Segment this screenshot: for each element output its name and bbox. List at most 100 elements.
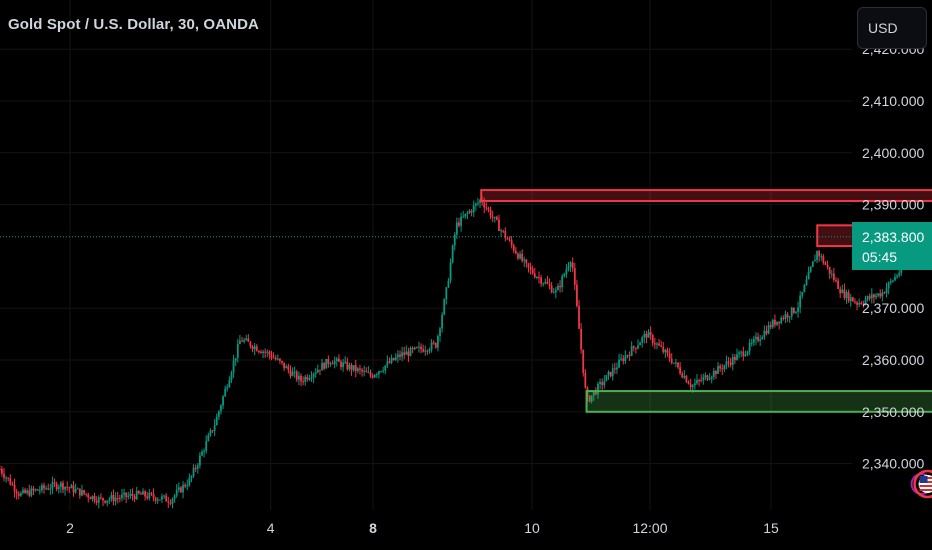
candle-body: [774, 319, 776, 325]
candle-body: [656, 343, 658, 345]
candle-body: [771, 319, 774, 328]
candle-body: [546, 281, 549, 284]
candle-body: [422, 349, 425, 352]
candle-body: [607, 371, 610, 376]
candle-body: [662, 346, 665, 353]
candle-body: [472, 205, 475, 213]
candle-body: [875, 295, 877, 298]
candle-body: [55, 483, 58, 490]
candle-body: [415, 347, 418, 349]
candle-body: [637, 345, 639, 349]
candle-body: [832, 273, 835, 280]
candle-body: [356, 368, 359, 372]
support-zone[interactable]: [585, 390, 932, 413]
candle-body: [807, 271, 810, 280]
candle-body: [576, 284, 578, 307]
candle-body: [858, 302, 861, 305]
candle-body: [632, 346, 635, 348]
candle-body: [274, 357, 277, 360]
candle-body: [241, 340, 243, 342]
candle-body: [582, 349, 585, 374]
candle-body: [601, 382, 604, 386]
candle-body: [234, 357, 237, 361]
candle-body: [561, 276, 564, 288]
candle-body: [224, 388, 227, 397]
price-tick-label: 2,410.000: [862, 93, 924, 109]
time-axis[interactable]: 2 4 8 10 12:00 15: [66, 520, 779, 536]
candle-body: [592, 391, 595, 396]
candle-body: [226, 387, 229, 389]
candle-body: [163, 495, 165, 497]
candle-body: [894, 276, 896, 281]
candle-body: [531, 268, 534, 274]
price-axis[interactable]: 2,420.0002,410.0002,400.0002,390.0002,37…: [862, 41, 924, 471]
candle-body: [666, 349, 669, 354]
candle-body: [573, 268, 576, 285]
candle-body: [66, 486, 69, 488]
candle-body: [64, 486, 66, 490]
candle-body: [578, 306, 580, 329]
candle-body: [110, 495, 113, 500]
candle-body: [805, 279, 808, 286]
candle-body: [7, 477, 10, 479]
candle-body: [420, 346, 422, 350]
price-tick-label: 2,370.000: [862, 300, 924, 316]
candle-body: [489, 209, 492, 217]
candle-body: [780, 317, 783, 324]
candle-body: [658, 343, 660, 346]
candle-body: [866, 296, 869, 300]
candle-body: [169, 502, 172, 504]
candle-body: [352, 365, 355, 371]
flag-stripe: [919, 489, 932, 491]
candle-body: [727, 361, 730, 363]
candle-body: [295, 371, 298, 380]
candle-body: [365, 370, 368, 373]
candle-body: [367, 372, 370, 374]
candle-body: [59, 482, 62, 487]
us-flag-icon[interactable]: [910, 469, 932, 499]
candle-body: [338, 358, 340, 362]
candle-body: [373, 375, 376, 378]
candle-body: [504, 231, 507, 239]
candle-body: [34, 489, 37, 491]
candle-body: [500, 230, 502, 232]
candle-body: [230, 372, 233, 381]
candle-body: [620, 358, 623, 360]
candle-body: [618, 359, 620, 368]
candle-body: [792, 307, 795, 313]
candle-body: [809, 266, 812, 272]
candle-body: [418, 346, 420, 348]
candle-body: [624, 355, 627, 362]
candle-body: [13, 484, 16, 492]
candle-body: [327, 358, 330, 364]
candle-body: [885, 288, 888, 294]
candle-body: [413, 347, 416, 350]
candle-body: [369, 372, 372, 376]
candle-body: [725, 361, 728, 366]
candle-body: [154, 497, 157, 501]
resistance-zone[interactable]: [480, 189, 932, 202]
candle-body: [247, 338, 250, 342]
candle-body: [146, 496, 149, 499]
candle-body: [0, 468, 1, 470]
event-ring: [913, 469, 932, 499]
candle-body: [668, 353, 671, 359]
candle-body: [112, 495, 115, 502]
candle-body: [790, 307, 793, 317]
candle-body: [765, 330, 768, 334]
currency-button[interactable]: USD: [857, 7, 927, 49]
events[interactable]: [910, 469, 932, 499]
candle-body: [93, 495, 96, 501]
candles: [0, 195, 928, 509]
candle-body: [260, 351, 262, 354]
candle-body: [394, 357, 397, 361]
candle-body: [443, 299, 446, 315]
candle-body: [862, 303, 865, 305]
candle-body: [249, 341, 252, 347]
last-price-label: 2,383.800 05:45: [852, 222, 932, 270]
candle-body: [175, 490, 178, 496]
candle-body: [670, 358, 673, 363]
candle-body: [78, 488, 81, 496]
candle-body: [466, 213, 469, 215]
